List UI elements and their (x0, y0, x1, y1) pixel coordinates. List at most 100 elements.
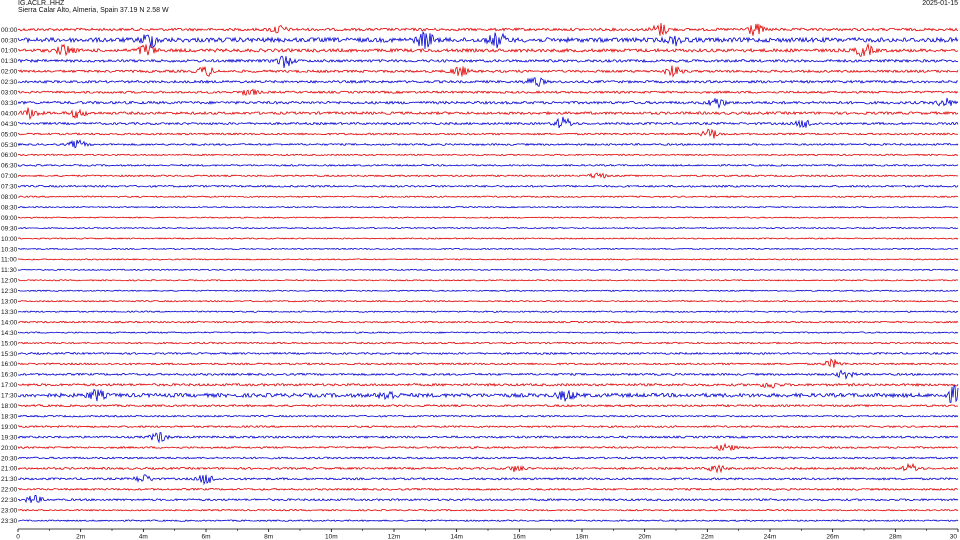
x-tick-label: 26m (826, 534, 839, 540)
x-tick-label: 28m (889, 534, 902, 540)
trace-row-1800 (17, 403, 959, 408)
trace-row-0530 (17, 139, 959, 149)
trace-row-0000 (17, 22, 959, 36)
trace-row-1530 (17, 351, 959, 356)
row-label: 19:00 (1, 424, 18, 431)
trace-row-2330 (17, 519, 959, 523)
trace-row-2100 (17, 462, 959, 474)
row-label: 13:00 (1, 299, 18, 306)
row-label: 15:30 (1, 351, 18, 358)
row-label: 13:30 (1, 309, 18, 316)
trace-row-1630 (17, 369, 959, 381)
trace-row-1400 (17, 320, 959, 324)
x-tick-label: 20m (638, 534, 651, 540)
x-tick-label: 2m (76, 534, 85, 540)
row-label: 03:00 (1, 90, 18, 97)
trace-row-2000 (17, 442, 959, 452)
row-label: 02:30 (1, 79, 18, 86)
row-label: 05:00 (1, 131, 18, 138)
trace-row-1000 (17, 237, 959, 240)
row-label: 11:30 (1, 267, 17, 274)
row-label: 21:30 (1, 476, 18, 483)
row-label: 20:00 (1, 445, 18, 452)
station-location: Sierra Calar Alto, Almeria, Spain 37.19 … (18, 7, 169, 14)
row-label: 17:30 (1, 393, 18, 400)
trace-row-0200 (17, 65, 959, 78)
row-label: 22:30 (1, 497, 18, 504)
trace-row-1830 (17, 414, 959, 418)
x-tick-label: 0 (16, 534, 20, 540)
row-label: 07:30 (1, 184, 18, 191)
row-label: 01:30 (1, 58, 18, 65)
x-tick-label: 18m (576, 534, 589, 540)
row-label: 09:00 (1, 215, 18, 222)
trace-row-1100 (17, 258, 959, 261)
x-tick-label: 30 (950, 534, 958, 540)
trace-row-0930 (17, 226, 959, 230)
row-label: 23:30 (1, 518, 18, 525)
trace-row-0230 (17, 77, 959, 87)
row-label: 05:30 (1, 142, 18, 149)
row-label: 09:30 (1, 225, 18, 232)
row-label: 14:30 (1, 330, 18, 337)
row-label: 20:30 (1, 455, 18, 462)
trace-row-1430 (17, 331, 959, 334)
trace-row-1600 (17, 358, 959, 368)
row-label: 04:00 (1, 110, 18, 117)
x-tick-label: 12m (388, 534, 401, 540)
trace-row-1730 (17, 385, 959, 403)
row-label: 10:30 (1, 246, 18, 253)
trace-row-0130 (17, 55, 959, 69)
trace-row-0430 (17, 116, 959, 129)
row-label: 14:00 (1, 319, 18, 326)
trace-row-1200 (17, 279, 959, 282)
trace-row-2030 (17, 456, 959, 460)
trace-row-1930 (17, 432, 959, 444)
row-label: 08:30 (1, 204, 18, 211)
x-tick-label: 10m (325, 534, 338, 540)
trace-row-1030 (17, 247, 959, 251)
trace-row-0100 (17, 42, 959, 57)
row-label: 00:30 (1, 37, 18, 44)
trace-row-0400 (17, 107, 959, 121)
trace-row-0600 (17, 153, 959, 157)
row-label: 04:30 (1, 121, 18, 128)
row-label: 01:00 (1, 48, 18, 55)
trace-row-2300 (17, 508, 959, 512)
trace-row-0700 (17, 172, 959, 179)
trace-row-0800 (17, 195, 959, 198)
trace-row-2200 (17, 487, 959, 492)
x-tick-label: 6m (201, 534, 210, 540)
x-axis: 0 2m 4m 6m 8m 10m 12m 14m 16m 18m 20m 22m 24m 26m 28m 3… (16, 528, 959, 540)
trace-row-0830 (17, 205, 959, 209)
x-tick-label: 8m (264, 534, 273, 540)
trace-group (17, 22, 959, 523)
x-tick-label: 16m (513, 534, 526, 540)
row-label: 06:30 (1, 163, 18, 170)
row-label: 02:00 (1, 69, 18, 76)
x-tick-label: 4m (139, 534, 148, 540)
trace-row-0330 (17, 97, 959, 109)
trace-row-0900 (17, 216, 959, 219)
trace-row-0500 (17, 128, 959, 139)
trace-row-0030 (17, 30, 959, 50)
x-tick-label: 14m (450, 534, 463, 540)
trace-row-1300 (17, 299, 959, 303)
trace-row-1700 (17, 382, 959, 389)
row-label: 22:00 (1, 487, 18, 494)
station-date: 2025-01-15 (922, 0, 958, 7)
row-label: 16:30 (1, 372, 18, 379)
row-label: 00:00 (1, 27, 18, 34)
trace-row-0300 (17, 88, 959, 97)
row-label: 23:00 (1, 508, 18, 515)
row-label: 11:00 (1, 257, 17, 264)
trace-row-0730 (17, 184, 959, 188)
row-label: 03:30 (1, 100, 18, 107)
row-label: 18:30 (1, 413, 18, 420)
row-label: 10:00 (1, 236, 18, 243)
trace-row-1900 (17, 425, 959, 429)
row-label: 19:30 (1, 434, 18, 441)
row-label: 12:00 (1, 278, 18, 285)
row-label: 18:00 (1, 403, 18, 410)
